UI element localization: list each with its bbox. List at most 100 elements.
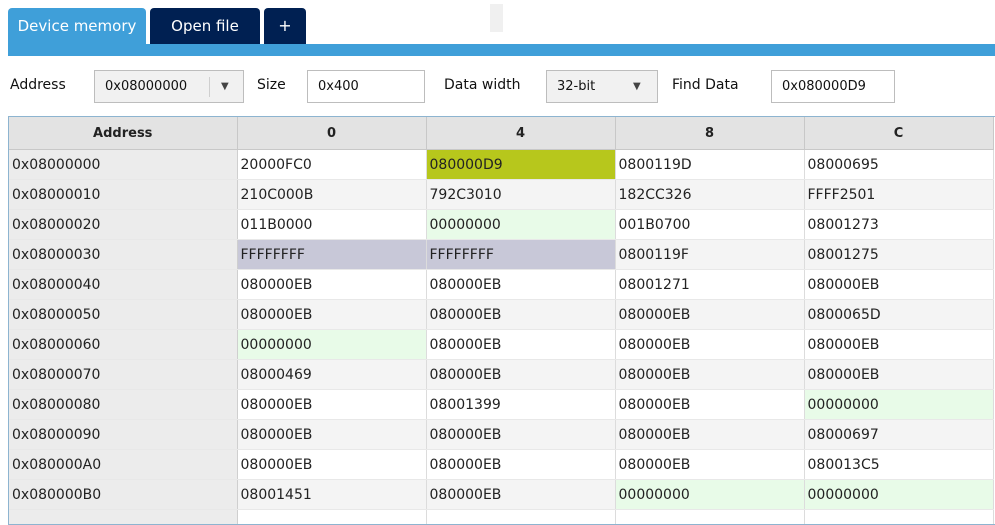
memory-cell[interactable]: 080000EB [615, 449, 805, 480]
tab-strip: Device memory Open file + [0, 0, 995, 57]
table-row[interactable]: 0x08000090 080000EB 080000EB 080000EB 08… [9, 419, 994, 450]
memory-cell[interactable]: 182CC326 [615, 179, 805, 210]
memory-cell[interactable]: 08001399 [426, 389, 616, 420]
row-address: 0x08000020 [9, 209, 238, 240]
memory-cell[interactable]: 080000EB [426, 479, 616, 510]
table-row[interactable]: 0x08000040 080000EB 080000EB 08001271 08… [9, 269, 994, 300]
add-tab-button[interactable]: + [264, 8, 306, 44]
memory-cell[interactable] [615, 509, 805, 524]
chevron-down-icon[interactable]: ▼ [633, 81, 641, 92]
column-header-c[interactable]: C [804, 117, 994, 150]
memory-cell[interactable]: 00000000 [615, 479, 805, 510]
memory-cell[interactable]: 080000EB [237, 449, 427, 480]
memory-cell[interactable]: 080000EB [804, 359, 994, 390]
table-row[interactable]: 0x08000010 210C000B 792C3010 182CC326 FF… [9, 179, 994, 210]
table-row[interactable]: 0x080000A0 080000EB 080000EB 080000EB 08… [9, 449, 994, 480]
address-dropdown-separator [209, 77, 210, 97]
size-field[interactable]: 0x400 [307, 70, 425, 103]
address-label: Address [10, 77, 66, 93]
table-row[interactable] [9, 509, 994, 524]
column-header-address[interactable]: Address [9, 117, 238, 150]
memory-cell[interactable]: 08001451 [237, 479, 427, 510]
row-address: 0x08000000 [9, 149, 238, 180]
memory-cell[interactable]: 08001275 [804, 239, 994, 270]
memory-cell[interactable]: 00000000 [804, 389, 994, 420]
memory-toolbar: Address 0x08000000 ▼ Size 0x400 Data wid… [0, 58, 995, 116]
memory-cell[interactable]: FFFFFFFF [237, 239, 427, 270]
memory-cell[interactable]: 080000EB [804, 329, 994, 360]
memory-cell[interactable]: 080000EB [426, 329, 616, 360]
memory-cell[interactable]: 080000EB [426, 269, 616, 300]
address-combobox[interactable]: 0x08000000 ▼ [94, 70, 244, 103]
table-row[interactable]: 0x08000020 011B0000 00000000 001B0700 08… [9, 209, 994, 240]
column-header-0[interactable]: 0 [237, 117, 427, 150]
memory-cell[interactable]: 011B0000 [237, 209, 427, 240]
memory-cell[interactable]: 080000EB [426, 359, 616, 390]
memory-cell[interactable]: 0800119F [615, 239, 805, 270]
data-width-select[interactable]: 32-bit ▼ [546, 70, 658, 103]
memory-cell[interactable]: 080000EB [237, 389, 427, 420]
memory-cell[interactable]: 00000000 [426, 209, 616, 240]
memory-cell[interactable]: 080000EB [615, 389, 805, 420]
memory-cell[interactable]: 080000EB [426, 299, 616, 330]
table-row[interactable]: 0x08000070 08000469 080000EB 080000EB 08… [9, 359, 994, 390]
memory-cell[interactable]: 00000000 [804, 479, 994, 510]
data-width-label: Data width [444, 77, 521, 93]
row-address: 0x08000040 [9, 269, 238, 300]
memory-cell[interactable]: 080000EB [237, 269, 427, 300]
table-row[interactable]: 0x08000030 FFFFFFFF FFFFFFFF 0800119F 08… [9, 239, 994, 270]
memory-cell[interactable]: 080013C5 [804, 449, 994, 480]
memory-cell-found[interactable]: 080000D9 [426, 149, 616, 180]
memory-cell[interactable]: 0800065D [804, 299, 994, 330]
memory-cell[interactable]: FFFF2501 [804, 179, 994, 210]
table-row[interactable]: 0x08000050 080000EB 080000EB 080000EB 08… [9, 299, 994, 330]
find-data-field[interactable]: 0x080000D9 [771, 70, 895, 103]
memory-cell[interactable]: 08000695 [804, 149, 994, 180]
memory-cell[interactable] [804, 509, 994, 524]
memory-cell[interactable]: 001B0700 [615, 209, 805, 240]
memory-cell[interactable]: FFFFFFFF [426, 239, 616, 270]
tab-open-file[interactable]: Open file [150, 8, 260, 44]
memory-cell[interactable]: 08000697 [804, 419, 994, 450]
memory-cell[interactable]: 210C000B [237, 179, 427, 210]
column-header-8[interactable]: 8 [615, 117, 805, 150]
memory-cell[interactable]: 08001273 [804, 209, 994, 240]
memory-cell[interactable]: 080000EB [426, 449, 616, 480]
memory-cell[interactable]: 08000469 [237, 359, 427, 390]
address-value: 0x08000000 [105, 79, 188, 94]
memory-cell[interactable]: 080000EB [237, 419, 427, 450]
memory-table-frame: Address 0 4 8 C 0x08000000 20000FC0 0800… [8, 116, 995, 525]
row-address: 0x08000060 [9, 329, 238, 360]
table-row[interactable]: 0x08000080 080000EB 08001399 080000EB 00… [9, 389, 994, 420]
memory-cell[interactable]: 20000FC0 [237, 149, 427, 180]
find-data-label: Find Data [672, 77, 739, 93]
memory-cell[interactable]: 080000EB [426, 419, 616, 450]
memory-cell[interactable]: 792C3010 [426, 179, 616, 210]
memory-cell[interactable]: 080000EB [615, 299, 805, 330]
memory-cell[interactable]: 080000EB [615, 329, 805, 360]
memory-cell[interactable]: 080000EB [237, 299, 427, 330]
table-row[interactable]: 0x08000000 20000FC0 080000D9 0800119D 08… [9, 149, 994, 180]
memory-cell[interactable]: 080000EB [615, 359, 805, 390]
row-address: 0x080000B0 [9, 479, 238, 510]
row-address: 0x08000010 [9, 179, 238, 210]
memory-cell[interactable]: 00000000 [237, 329, 427, 360]
table-row[interactable]: 0x08000060 00000000 080000EB 080000EB 08… [9, 329, 994, 360]
row-address: 0x08000080 [9, 389, 238, 420]
memory-cell[interactable]: 08001271 [615, 269, 805, 300]
column-header-4[interactable]: 4 [426, 117, 616, 150]
row-address: 0x080000A0 [9, 449, 238, 480]
memory-cell[interactable]: 080000EB [615, 419, 805, 450]
memory-cell[interactable] [237, 509, 427, 524]
row-address: 0x08000030 [9, 239, 238, 270]
memory-cell[interactable]: 0800119D [615, 149, 805, 180]
memory-cell[interactable]: 080000EB [804, 269, 994, 300]
size-label: Size [257, 77, 286, 93]
tab-device-memory[interactable]: Device memory [8, 8, 146, 44]
row-address: 0x08000090 [9, 419, 238, 450]
table-header-row: Address 0 4 8 C [9, 117, 994, 150]
row-address [9, 509, 238, 524]
chevron-down-icon[interactable]: ▼ [221, 81, 229, 92]
table-row[interactable]: 0x080000B0 08001451 080000EB 00000000 00… [9, 479, 994, 510]
memory-cell[interactable] [426, 509, 616, 524]
